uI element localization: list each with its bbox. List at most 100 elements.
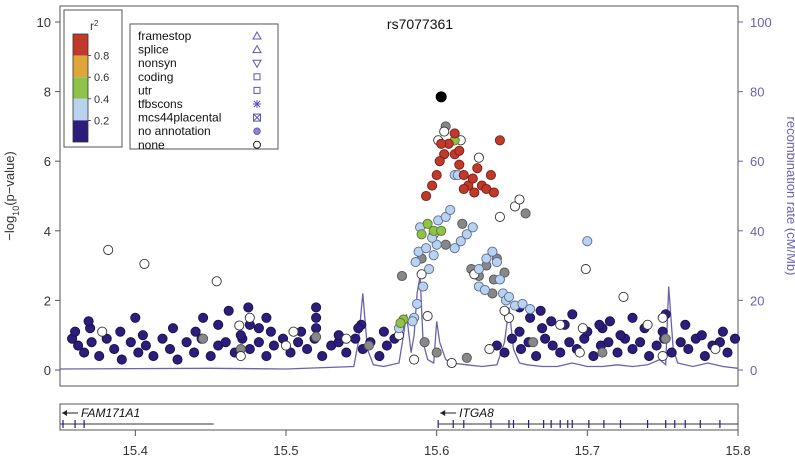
snp-point — [481, 253, 492, 264]
snp-point — [485, 170, 496, 181]
snp-point — [546, 316, 557, 327]
snp-point — [484, 344, 495, 355]
y-right-tick-label: 40 — [750, 224, 764, 239]
annotation-legend-label: mcs44placental — [138, 111, 221, 125]
snp-point — [97, 326, 108, 337]
snp-point — [597, 347, 608, 358]
snp-point — [503, 312, 515, 323]
snp-point — [198, 312, 209, 323]
snp-point — [458, 170, 469, 181]
snp-point — [421, 243, 432, 254]
snp-point — [618, 291, 629, 302]
snp-point — [627, 344, 638, 355]
y-left-tick-label: 10 — [37, 15, 51, 30]
snp-point — [418, 281, 429, 292]
snp-point — [472, 163, 483, 174]
snp-point — [253, 337, 264, 348]
snp-point — [416, 229, 427, 240]
snp-point — [699, 351, 710, 362]
y-right-tick-label: 60 — [750, 154, 764, 169]
snp-point — [285, 347, 296, 358]
y-axis-left-label-main: −log — [2, 216, 17, 241]
snp-point — [514, 194, 525, 205]
annotation-legend-label: nonsyn — [138, 56, 177, 70]
snp-point — [148, 351, 159, 362]
colorbar-tick-label: 0.4 — [94, 94, 109, 106]
snp-point — [479, 284, 490, 296]
snp-point — [280, 340, 292, 351]
snp-point — [311, 331, 322, 342]
snp-point — [116, 354, 127, 365]
snp-point — [503, 291, 515, 302]
snp-point — [710, 344, 721, 355]
snp-point — [499, 347, 510, 358]
snp-point — [455, 236, 466, 247]
snp-point — [139, 258, 150, 269]
snp-point — [381, 340, 392, 351]
snp-point — [157, 333, 168, 344]
snp-point — [419, 337, 430, 348]
snp-point — [517, 298, 528, 309]
snp-point — [467, 173, 478, 184]
snp-point — [509, 201, 521, 212]
snp-point — [190, 326, 201, 337]
snp-point — [525, 304, 536, 315]
snp-point — [675, 337, 686, 348]
snp-point — [244, 312, 255, 323]
colorbar-title: r2 — [90, 19, 99, 34]
snp-point — [528, 337, 539, 348]
snp-point — [436, 138, 447, 149]
snp-point — [103, 244, 114, 255]
snp-point — [220, 337, 231, 348]
snp-point — [467, 222, 478, 233]
snp-point — [714, 337, 725, 348]
y-left-tick-label: 4 — [44, 224, 51, 239]
y-left-tick-label: 0 — [44, 363, 51, 378]
snp-point — [531, 351, 542, 362]
lead-snp-point — [435, 91, 447, 103]
snp-point — [172, 354, 183, 365]
snp-point — [244, 344, 255, 355]
y-axis-left-label: −log10(p−value) — [2, 151, 21, 241]
snp-point — [293, 337, 304, 348]
plot-frame — [59, 5, 739, 387]
colorbar-tick-label: 0.6 — [94, 72, 109, 84]
snp-point — [555, 319, 566, 330]
annotation-legend-label: splice — [138, 43, 169, 57]
annotation-legend-symbol — [253, 86, 261, 94]
snp-point — [635, 337, 646, 348]
gene-strand-arrowhead — [62, 410, 67, 416]
snp-point — [439, 149, 450, 160]
legend-layer: r2 0.8 0.6 0.4 0.2 framestopsplicenonsyncodin… — [72, 19, 262, 152]
snp-point — [594, 319, 605, 330]
snp-point — [494, 135, 505, 146]
snp-point — [410, 257, 421, 268]
snp-point — [651, 340, 662, 351]
snp-point — [514, 326, 525, 337]
y-axis-right-label: recombination rate (cM/Mb) — [784, 117, 795, 276]
snp-point — [696, 330, 707, 341]
annotation-legend-symbol — [253, 73, 261, 81]
snp-point — [729, 333, 741, 344]
snp-point — [577, 323, 588, 334]
snp-point — [722, 347, 733, 358]
snp-point — [378, 326, 389, 337]
snp-point — [494, 211, 505, 222]
snp-point — [457, 218, 468, 229]
snp-point — [302, 344, 313, 355]
snp-point — [396, 270, 408, 282]
snp-point — [540, 333, 551, 344]
snp-point — [582, 236, 593, 247]
snp-point — [223, 305, 234, 316]
x-tick-label: 15.5 — [273, 443, 298, 458]
snp-point — [642, 319, 653, 330]
snp-point — [125, 337, 136, 348]
snp-point — [101, 333, 112, 344]
snp-point — [353, 323, 364, 334]
snp-point — [412, 298, 423, 309]
colorbar-band — [73, 34, 88, 56]
annotation-legend-label: no annotation — [138, 124, 211, 138]
annotation-legend-symbol — [252, 30, 262, 40]
x-tick-label: 15.7 — [575, 443, 600, 458]
